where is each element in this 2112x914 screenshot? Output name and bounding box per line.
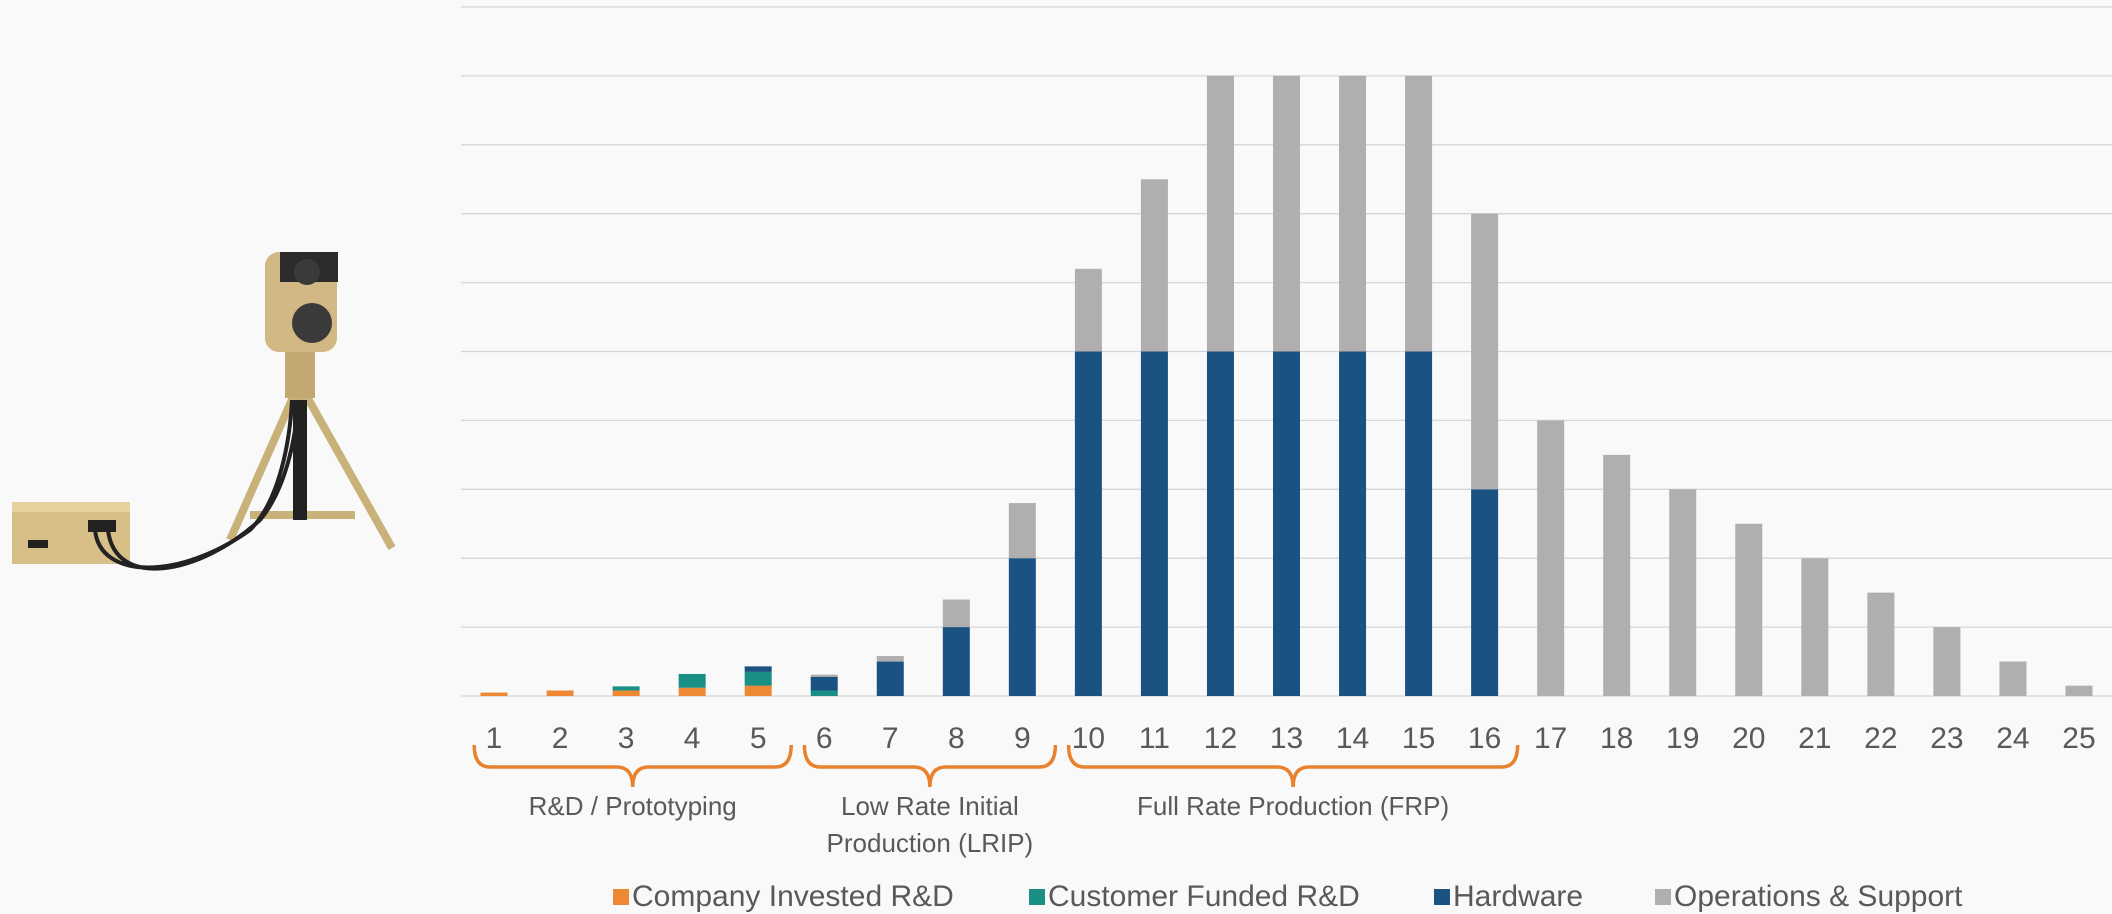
x-tick-label: 15: [1402, 722, 1435, 755]
phase-label: Low Rate Initial: [841, 791, 1019, 821]
bar-segment: [1074, 268, 1102, 352]
x-tick-label: 21: [1798, 722, 1831, 755]
phase-label: Production (LRIP): [827, 828, 1034, 858]
bar-segment: [744, 666, 772, 672]
bar-segment: [1603, 454, 1631, 696]
legend-swatch: [1029, 889, 1045, 905]
x-tick-label: 18: [1600, 722, 1633, 755]
bar-segment: [678, 673, 706, 688]
bar-segment: [810, 690, 838, 696]
x-tick-label: 22: [1864, 722, 1897, 755]
x-tick-label: 5: [750, 722, 767, 755]
legend-label: Hardware: [1453, 880, 1583, 913]
x-tick-label: 6: [816, 722, 833, 755]
legend-swatch: [1434, 889, 1450, 905]
bar-segment: [612, 690, 640, 696]
bar-segment: [1206, 75, 1234, 352]
bar-segment: [612, 686, 640, 691]
x-tick-label: 20: [1732, 722, 1765, 755]
bar-segment: [1273, 351, 1300, 696]
bar-segment: [678, 687, 706, 696]
legend-swatch: [613, 889, 629, 905]
bar-segment: [876, 661, 904, 696]
legend-label: Operations & Support: [1674, 880, 1963, 913]
bar-segment: [1537, 420, 1565, 696]
bar-segment: [1471, 213, 1499, 490]
bar-segment: [1008, 558, 1036, 696]
phase-brace: [1066, 744, 1520, 788]
x-tick-label: 17: [1534, 722, 1567, 755]
bar-segment: [1933, 627, 1961, 696]
bar-segment: [1206, 351, 1234, 696]
x-tick-label: 25: [2062, 722, 2095, 755]
x-tick-label: 16: [1468, 722, 1501, 755]
x-tick-label: 8: [948, 722, 965, 755]
x-tick-label: 13: [1270, 722, 1303, 755]
bar-segment: [810, 676, 838, 691]
bar-segment: [876, 656, 904, 662]
bar-segment: [1140, 179, 1168, 352]
bar-segment: [1339, 351, 1367, 696]
bar-segment: [942, 627, 970, 696]
bar-segment: [1801, 558, 1829, 696]
bar-segment: [1669, 489, 1697, 696]
x-tick-label: 4: [684, 722, 701, 755]
x-tick-label: 7: [882, 722, 899, 755]
bar-segment: [1471, 489, 1499, 696]
x-tick-label: 9: [1014, 722, 1031, 755]
bar-segment: [480, 692, 508, 696]
x-tick-label: 12: [1204, 722, 1237, 755]
bar-segment: [810, 674, 838, 677]
bar-segment: [1999, 661, 2027, 696]
phase-label: R&D / Prototyping: [529, 791, 737, 821]
x-tick-label: 1: [486, 722, 503, 755]
x-tick-label: 24: [1996, 722, 2029, 755]
device-illustration: [12, 252, 396, 571]
legend-label: Customer Funded R&D: [1048, 880, 1360, 913]
bar-segment: [546, 690, 574, 696]
phase-brace: [472, 744, 793, 788]
bar-segment: [1735, 523, 1763, 696]
bar-segment: [1008, 503, 1036, 559]
x-tick-label: 3: [618, 722, 635, 755]
bar-segment: [1405, 351, 1433, 696]
legend-label: Company Invested R&D: [632, 880, 954, 913]
x-tick-label: 23: [1930, 722, 1963, 755]
bar-segment: [2065, 685, 2093, 696]
bar-segment: [744, 671, 772, 686]
phase-label: Full Rate Production (FRP): [1137, 791, 1449, 821]
bar-segment: [1140, 351, 1168, 696]
bar-segment: [942, 599, 970, 628]
legend-swatch: [1655, 889, 1671, 905]
x-tick-label: 10: [1072, 722, 1105, 755]
x-tick-label: 14: [1336, 722, 1369, 755]
bar-segment: [1339, 75, 1367, 352]
x-tick-label: 11: [1139, 722, 1170, 755]
bar-segment: [1867, 592, 1895, 696]
x-tick-label: 2: [552, 722, 569, 755]
bar-segment: [1273, 75, 1300, 352]
bar-segment: [744, 685, 772, 696]
bar-segment: [1405, 75, 1433, 352]
x-tick-label: 19: [1666, 722, 1699, 755]
phase-brace: [802, 744, 1058, 788]
bar-segment: [1074, 351, 1102, 696]
